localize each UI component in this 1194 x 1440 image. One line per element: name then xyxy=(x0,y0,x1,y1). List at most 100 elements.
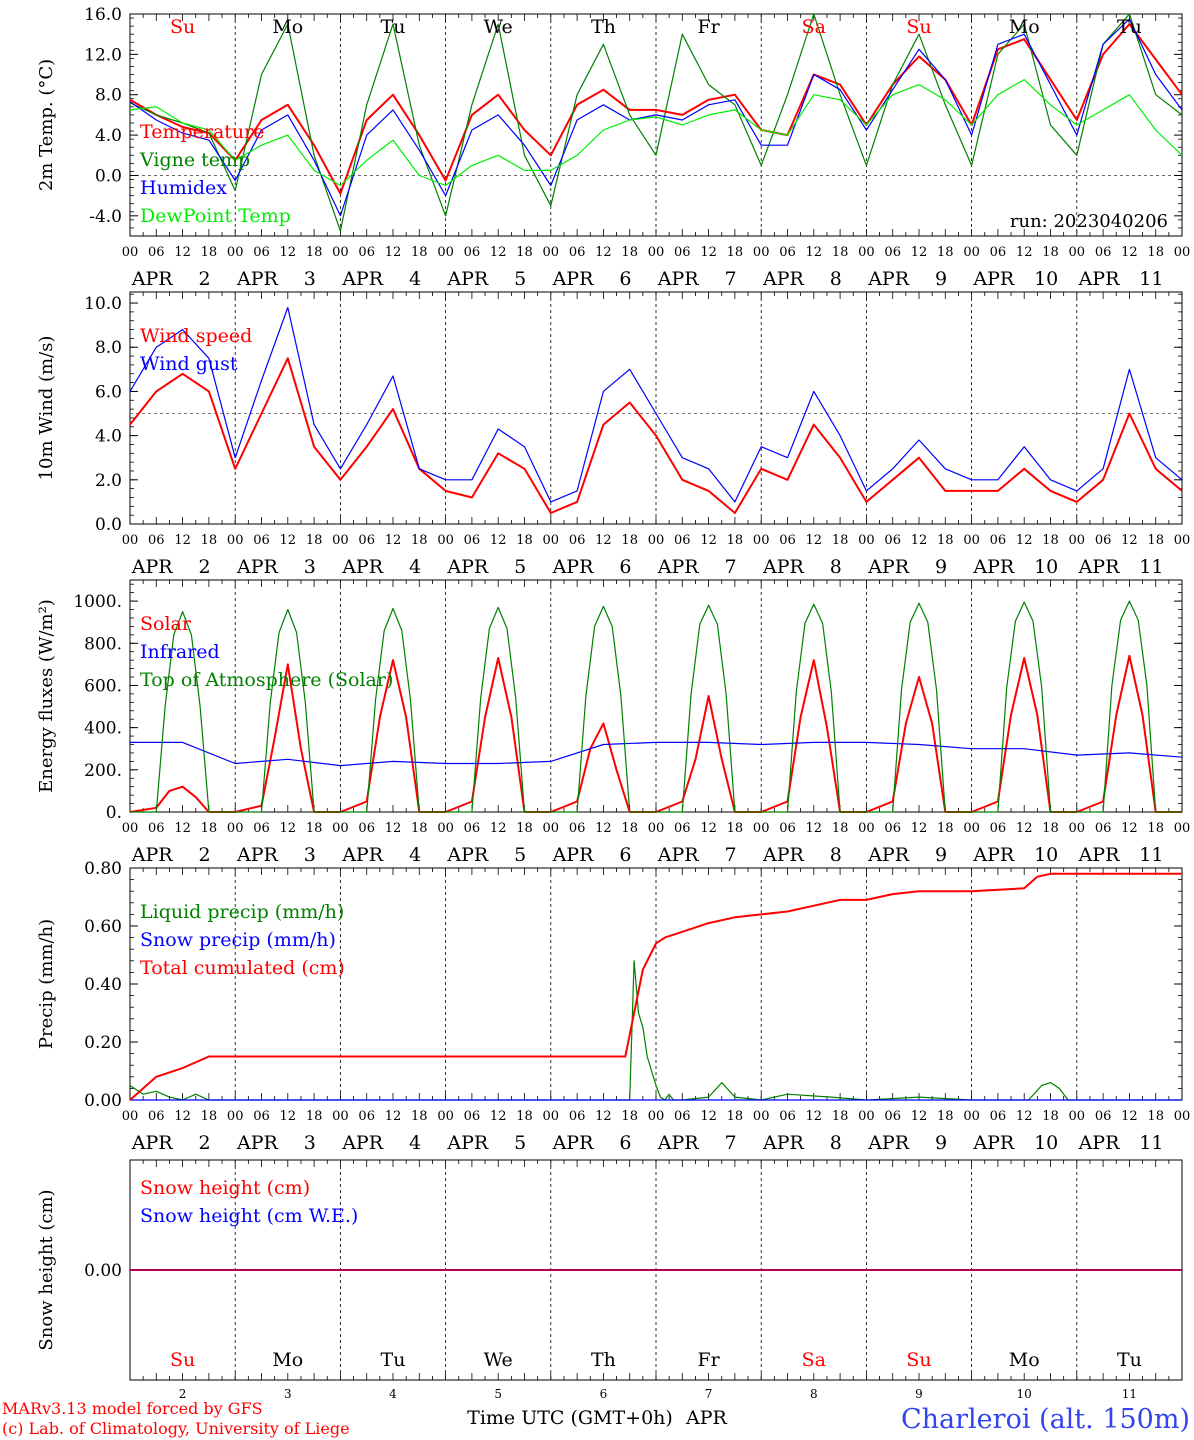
hour-tick-label: 12 xyxy=(1121,245,1138,260)
hour-tick-label: 00 xyxy=(1174,533,1191,548)
date-month-label: APR xyxy=(867,844,910,866)
date-day-label: 9 xyxy=(935,844,947,866)
hour-tick-label: 12 xyxy=(490,821,507,836)
legend-entry: DewPoint Temp xyxy=(140,205,291,227)
hour-tick-label: 12 xyxy=(280,821,297,836)
hour-tick-label: 00 xyxy=(332,245,349,260)
hour-tick-label: 06 xyxy=(990,821,1007,836)
panel-1 xyxy=(129,13,1183,237)
y-tick-label: 8.0 xyxy=(95,86,122,106)
y-tick-label: 0.20 xyxy=(84,1033,122,1053)
hour-tick-label: 00 xyxy=(543,821,560,836)
hour-tick-label: 12 xyxy=(911,533,928,548)
hour-tick-label: 06 xyxy=(990,245,1007,260)
date-day-label: 4 xyxy=(409,268,421,290)
y-tick-label: 400. xyxy=(84,719,122,739)
hour-tick-label: 06 xyxy=(1095,533,1112,548)
hour-tick-label: 00 xyxy=(543,1109,560,1124)
hour-tick-label: 00 xyxy=(858,821,875,836)
series-line xyxy=(129,23,1183,195)
hour-tick-label: 18 xyxy=(306,821,323,836)
hour-tick-label: 12 xyxy=(1016,821,1033,836)
y-tick-label: 0.80 xyxy=(84,859,122,879)
date-day-label: 5 xyxy=(514,268,526,290)
bottom-date-label: 3 xyxy=(284,1387,292,1401)
hour-tick-label: 06 xyxy=(253,245,270,260)
hour-tick-label: 06 xyxy=(358,245,375,260)
y-tick-label: -4.0 xyxy=(89,207,122,227)
date-month-label: APR xyxy=(446,268,489,290)
hour-tick-label: 12 xyxy=(1121,821,1138,836)
hour-tick-label: 06 xyxy=(148,1109,165,1124)
date-month-label: APR xyxy=(867,1132,910,1154)
hour-tick-label: 12 xyxy=(700,533,717,548)
hour-tick-label: 18 xyxy=(201,533,218,548)
hour-tick-label: 12 xyxy=(595,1109,612,1124)
hour-tick-label: 00 xyxy=(227,1109,244,1124)
weekday-label: Fr xyxy=(697,1349,720,1371)
date-month-label: APR xyxy=(1078,844,1121,866)
weekday-label: Su xyxy=(170,1349,195,1371)
hour-tick-label: 12 xyxy=(700,245,717,260)
date-day-label: 11 xyxy=(1139,1132,1163,1154)
weekday-label: Sa xyxy=(802,16,826,38)
hour-tick-label: 06 xyxy=(779,1109,796,1124)
hour-tick-label: 00 xyxy=(227,821,244,836)
y-tick-label: 0. xyxy=(106,803,122,823)
hour-tick-label: 12 xyxy=(174,533,191,548)
date-day-label: 7 xyxy=(725,268,737,290)
y-tick-label: 0.0 xyxy=(95,515,122,535)
date-month-label: APR xyxy=(1078,1132,1121,1154)
panel-3 xyxy=(129,579,1183,813)
hour-tick-label: 00 xyxy=(753,1109,770,1124)
date-day-label: 3 xyxy=(304,556,316,578)
bottom-date-label: 7 xyxy=(705,1387,713,1401)
bottom-date-label: 10 xyxy=(1017,1387,1032,1401)
date-day-label: 8 xyxy=(830,556,842,578)
hour-tick-label: 00 xyxy=(332,1109,349,1124)
y-tick-label: 0.00 xyxy=(84,1261,122,1281)
y-axis-label: Snow height (cm) xyxy=(36,1189,57,1350)
hour-tick-label: 00 xyxy=(1069,821,1086,836)
hour-tick-label: 18 xyxy=(201,245,218,260)
date-day-label: 6 xyxy=(619,268,631,290)
date-day-label: 6 xyxy=(619,844,631,866)
hour-tick-label: 12 xyxy=(595,533,612,548)
y-tick-label: 12.0 xyxy=(84,45,122,65)
date-month-label: APR xyxy=(446,844,489,866)
time-axis-label: Time UTC (GMT+0h) xyxy=(467,1407,673,1429)
hour-tick-label: 06 xyxy=(569,1109,586,1124)
hour-tick-label: 00 xyxy=(437,245,454,260)
legend-entry: Top of Atmosphere (Solar) xyxy=(140,669,393,691)
weekday-label: Mo xyxy=(272,16,303,38)
y-tick-label: 4.0 xyxy=(95,126,122,146)
hour-tick-label: 06 xyxy=(1095,821,1112,836)
hour-tick-label: 00 xyxy=(648,821,665,836)
series-line xyxy=(129,357,1183,514)
hour-tick-label: 12 xyxy=(595,245,612,260)
y-axis-label: Precip (mm/h) xyxy=(36,919,57,1049)
date-day-label: 9 xyxy=(935,268,947,290)
y-tick-label: 0.0 xyxy=(95,166,122,186)
date-month-label: APR xyxy=(972,844,1015,866)
hour-tick-label: 06 xyxy=(1095,1109,1112,1124)
hour-tick-label: 00 xyxy=(648,245,665,260)
run-label: run: 2023040206 xyxy=(1010,211,1168,232)
weekday-label: Su xyxy=(906,16,931,38)
date-month-label: APR xyxy=(236,556,279,578)
legend-entry: Humidex xyxy=(140,177,227,199)
series-line xyxy=(129,13,1183,232)
series-line xyxy=(129,872,1182,1101)
weekday-label: Mo xyxy=(272,1349,303,1371)
y-tick-label: 8.0 xyxy=(95,338,122,358)
hour-tick-label: 06 xyxy=(464,1109,481,1124)
hour-tick-label: 00 xyxy=(437,1109,454,1124)
hour-tick-label: 18 xyxy=(621,533,638,548)
hour-tick-label: 18 xyxy=(1147,533,1164,548)
weekday-label: Tu xyxy=(381,16,406,38)
y-tick-label: 800. xyxy=(84,634,122,654)
hour-tick-label: 12 xyxy=(385,245,402,260)
hour-tick-label: 00 xyxy=(753,245,770,260)
hour-tick-label: 12 xyxy=(806,245,823,260)
hour-tick-label: 06 xyxy=(1095,245,1112,260)
